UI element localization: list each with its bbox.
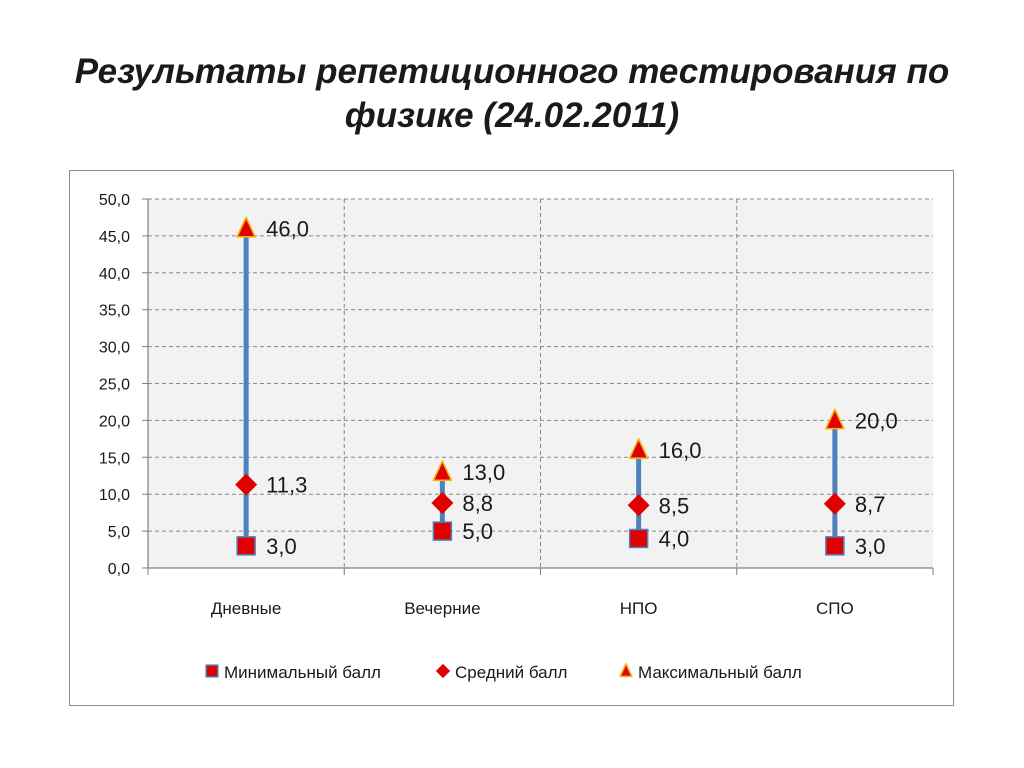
data-point-min [432, 521, 453, 541]
legend-label: Минимальный балл [224, 663, 381, 682]
y-tick-label: 5,0 [108, 524, 130, 541]
y-tick-label: 40,0 [99, 266, 130, 283]
data-point-avg [823, 492, 846, 515]
data-label-max: 46,0 [266, 217, 309, 242]
data-label-max: 16,0 [659, 438, 702, 463]
x-category-label: Вечерние [404, 599, 480, 618]
y-tick-label: 25,0 [99, 377, 130, 394]
data-label-max: 13,0 [462, 460, 505, 485]
y-tick-label: 45,0 [99, 229, 130, 246]
y-tick-label: 50,0 [99, 192, 130, 209]
data-label-avg: 8,7 [855, 492, 886, 517]
data-point-min [236, 536, 256, 556]
data-label-min: 3,0 [855, 534, 886, 559]
data-point-max [628, 438, 649, 459]
data-label-min: 5,0 [462, 519, 493, 544]
data-label-min: 3,0 [266, 534, 297, 559]
y-tick-label: 20,0 [99, 413, 130, 430]
y-tick-label: 35,0 [99, 303, 130, 320]
data-point-max [236, 216, 256, 238]
data-point-max [825, 408, 845, 430]
slide-title: Результаты репетиционного тестирования п… [60, 50, 964, 138]
data-label-avg: 8,8 [462, 491, 493, 516]
x-category-label: НПО [620, 599, 658, 618]
x-category-label: СПО [816, 599, 854, 618]
data-label-max: 20,0 [855, 408, 898, 433]
data-point-min [825, 536, 845, 556]
legend-label: Максимальный балл [638, 663, 802, 682]
data-point-min [628, 528, 649, 549]
data-point-avg [235, 473, 258, 496]
legend-marker [205, 664, 219, 678]
data-point-avg [431, 492, 454, 515]
y-tick-label: 10,0 [99, 487, 130, 504]
legend-label: Средний балл [455, 663, 567, 682]
data-point-max [432, 460, 453, 482]
y-tick-label: 30,0 [99, 340, 130, 357]
y-tick-label: 15,0 [99, 450, 130, 467]
slide-title-line-2: физике (24.02.2011) [344, 96, 680, 135]
x-category-label: Дневные [211, 599, 281, 618]
data-label-avg: 11,3 [266, 473, 307, 498]
legend-marker [619, 663, 633, 678]
data-label-min: 4,0 [659, 526, 690, 551]
slide-title-line-1: Результаты репетиционного тестирования п… [74, 52, 950, 91]
legend-marker [435, 663, 451, 679]
y-tick-label: 0,0 [108, 561, 130, 578]
data-point-avg [627, 494, 650, 517]
data-label-avg: 8,5 [659, 493, 690, 518]
